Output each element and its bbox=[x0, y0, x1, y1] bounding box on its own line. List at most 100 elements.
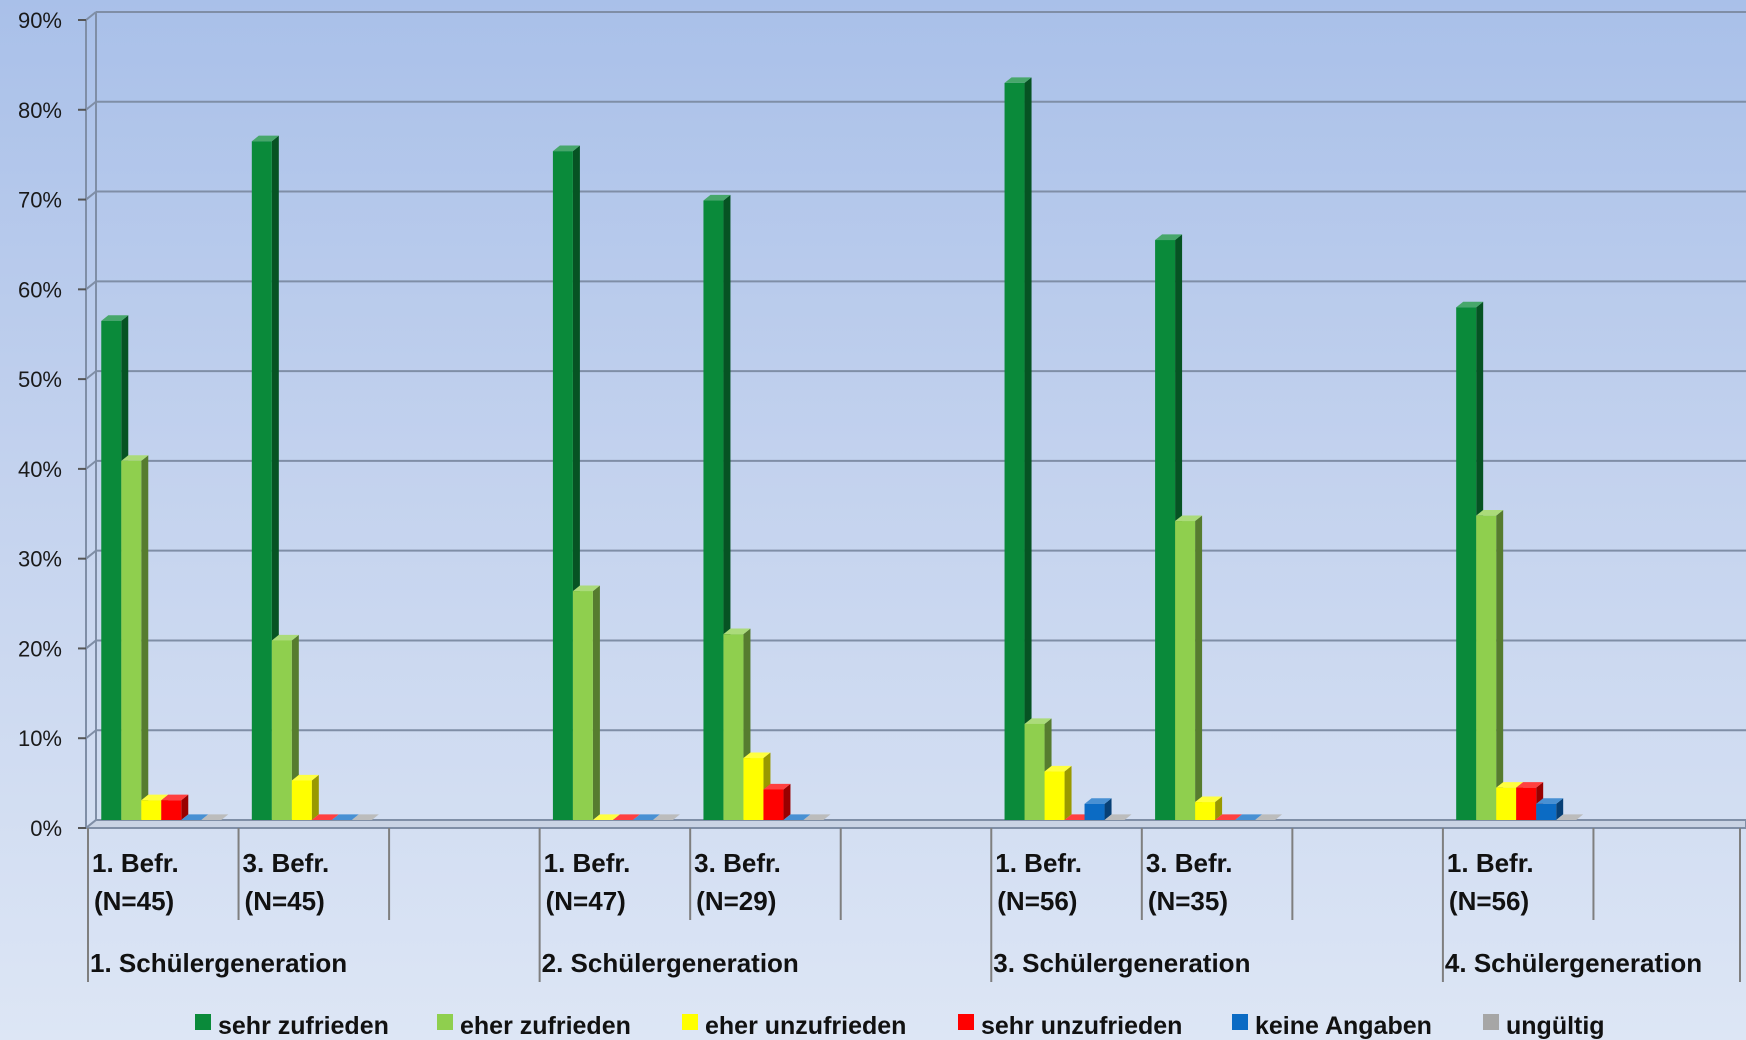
legend-entry: eher zufrieden bbox=[437, 1012, 631, 1040]
bar bbox=[1084, 798, 1112, 820]
x-tick-label: (N=56) bbox=[997, 886, 1077, 916]
bar-side bbox=[1496, 510, 1504, 820]
bar-side bbox=[141, 455, 149, 820]
bar-side bbox=[592, 585, 600, 820]
bar-top bbox=[1175, 515, 1203, 522]
bar-front bbox=[1084, 803, 1105, 820]
bar-front bbox=[121, 460, 142, 820]
bar-front bbox=[743, 758, 764, 820]
legend-label: ungültig bbox=[1506, 1012, 1605, 1040]
bar-side bbox=[783, 783, 791, 820]
group-label: 4. Schülergeneration bbox=[1445, 948, 1702, 978]
x-tick-label: 1. Befr. bbox=[92, 848, 179, 878]
bar bbox=[1476, 510, 1504, 820]
bar-top bbox=[652, 814, 680, 820]
legend-label: eher zufrieden bbox=[460, 1012, 631, 1040]
bar-top bbox=[803, 814, 831, 820]
x-tick-label: (N=35) bbox=[1148, 886, 1228, 916]
gridline-side bbox=[85, 460, 97, 470]
x-tick-label: 3. Befr. bbox=[1146, 848, 1233, 878]
floor bbox=[83, 819, 1746, 829]
y-tick-label: 80% bbox=[18, 98, 62, 123]
bar-top bbox=[763, 783, 791, 790]
bar-front bbox=[291, 780, 312, 820]
bar-top bbox=[101, 315, 129, 321]
bar bbox=[271, 634, 299, 820]
bar bbox=[612, 814, 640, 820]
bar bbox=[1255, 814, 1283, 820]
bar bbox=[743, 752, 771, 820]
x-tick-label: 3. Befr. bbox=[694, 848, 781, 878]
bar-front bbox=[1155, 240, 1176, 821]
bar-front bbox=[1175, 521, 1196, 820]
bar-top bbox=[1255, 814, 1283, 820]
group-label: 3. Schülergeneration bbox=[993, 948, 1250, 978]
bar-front bbox=[1195, 802, 1216, 820]
bar-top bbox=[1155, 234, 1183, 241]
bar bbox=[1536, 798, 1564, 820]
bar bbox=[1104, 814, 1132, 820]
y-tick-label: 90% bbox=[18, 8, 62, 33]
bar-top bbox=[592, 814, 620, 820]
bar bbox=[1215, 814, 1243, 820]
gridline-side bbox=[85, 190, 97, 201]
bar-top bbox=[783, 814, 811, 820]
bar bbox=[291, 774, 319, 820]
bar-top bbox=[703, 194, 731, 201]
bar-front bbox=[552, 151, 573, 821]
bar-front bbox=[271, 640, 292, 820]
bar-top bbox=[1235, 814, 1263, 820]
bar bbox=[592, 814, 620, 820]
bar-front bbox=[1024, 723, 1045, 820]
y-tick-label: 10% bbox=[18, 726, 62, 751]
gridline-side bbox=[85, 100, 97, 111]
bar-front bbox=[1496, 787, 1517, 820]
gridline-side bbox=[85, 370, 97, 380]
legend-swatch bbox=[958, 1014, 974, 1030]
group-label: 1. Schülergeneration bbox=[90, 948, 347, 978]
bar-side bbox=[311, 774, 319, 820]
legend-entry: keine Angaben bbox=[1232, 1012, 1432, 1040]
bar-top bbox=[291, 774, 319, 781]
bar-front bbox=[101, 320, 122, 820]
bar-top bbox=[141, 794, 169, 801]
bar bbox=[331, 814, 359, 820]
bar-top bbox=[1084, 798, 1112, 804]
x-tick-label: (N=45) bbox=[94, 886, 174, 916]
gridline-side bbox=[85, 639, 97, 650]
legend-label: keine Angaben bbox=[1255, 1012, 1432, 1040]
bar-front bbox=[161, 800, 182, 820]
y-tick-label: 0% bbox=[30, 816, 62, 841]
y-tick-label: 20% bbox=[18, 636, 62, 661]
bar-top bbox=[1104, 814, 1132, 820]
bar-front bbox=[1044, 771, 1065, 820]
gridlines bbox=[83, 11, 1746, 829]
bar bbox=[121, 455, 149, 820]
bar bbox=[632, 814, 660, 820]
legend-entry: ungültig bbox=[1483, 1012, 1605, 1040]
y-axis: 0% 10% 20% 30% 40% 50% 60% 70% 80% 90% bbox=[18, 8, 86, 841]
bar-side bbox=[181, 794, 189, 820]
bar-front bbox=[723, 634, 744, 820]
y-tick-label: 40% bbox=[18, 457, 62, 482]
bar-top bbox=[1516, 782, 1544, 788]
y-tick-label: 50% bbox=[18, 367, 62, 392]
legend-entry: sehr unzufrieden bbox=[958, 1012, 1182, 1040]
bar-top bbox=[1004, 77, 1032, 83]
x-tick-label: (N=45) bbox=[245, 886, 325, 916]
bar-top bbox=[161, 794, 189, 801]
legend: sehr zufrieden eher zufrieden eher unzufri… bbox=[195, 1012, 1605, 1040]
bar-front bbox=[1456, 307, 1477, 820]
legend-label: sehr unzufrieden bbox=[981, 1012, 1182, 1040]
x-tick-label: (N=47) bbox=[546, 886, 626, 916]
bar bbox=[783, 814, 811, 820]
bar-top bbox=[1215, 814, 1243, 820]
bars bbox=[101, 77, 1584, 821]
bar-top bbox=[1556, 814, 1584, 820]
bar-front bbox=[1004, 82, 1025, 821]
bar bbox=[763, 783, 791, 820]
bar-front bbox=[763, 789, 784, 820]
bar-top bbox=[1476, 510, 1504, 516]
bar-side bbox=[1556, 798, 1564, 820]
